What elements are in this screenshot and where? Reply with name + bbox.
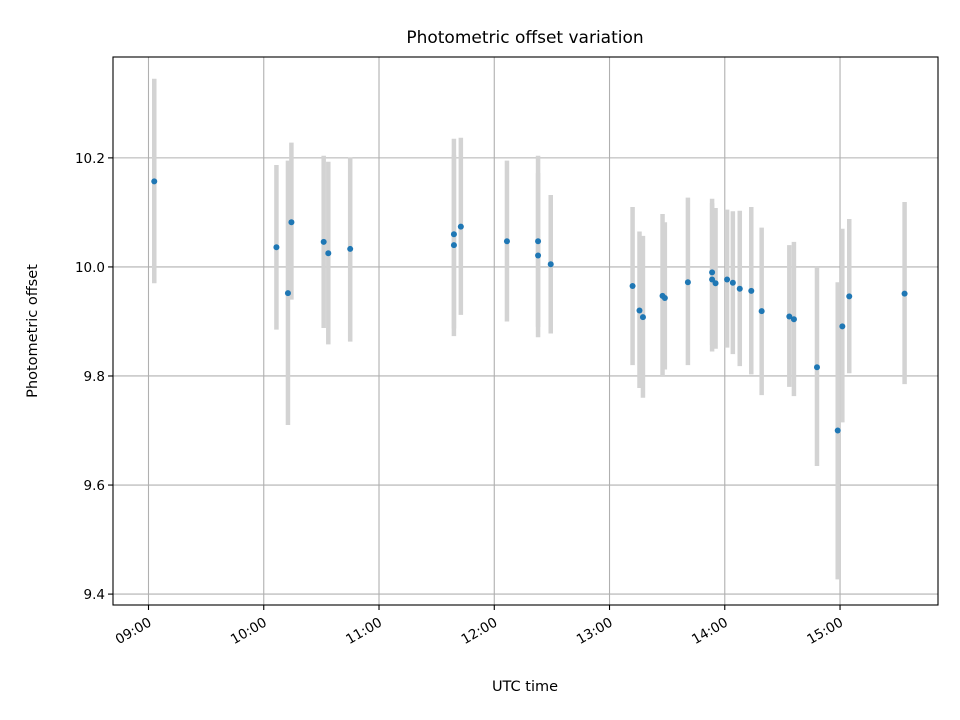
data-point <box>629 283 636 290</box>
data-point <box>736 285 743 292</box>
data-point <box>709 276 716 283</box>
data-point <box>846 293 853 300</box>
y-tick-label: 10.2 <box>75 151 105 167</box>
data-point <box>535 238 542 245</box>
data-point <box>273 244 280 251</box>
data-point <box>786 313 793 320</box>
data-point <box>450 231 457 238</box>
data-point <box>639 314 646 321</box>
data-point <box>325 250 332 257</box>
data-point <box>709 269 716 276</box>
data-point <box>901 290 908 297</box>
data-point <box>503 238 510 245</box>
data-point <box>288 219 295 226</box>
y-tick-label: 9.4 <box>84 587 105 603</box>
data-point <box>813 364 820 371</box>
data-point <box>684 279 691 286</box>
data-point <box>547 261 554 268</box>
data-point <box>661 295 668 302</box>
grid-lines <box>113 57 938 605</box>
data-point <box>712 280 719 287</box>
y-tick-label: 9.6 <box>84 478 105 494</box>
data-point <box>535 252 542 259</box>
data-point <box>758 308 765 315</box>
y-tick-label: 10.0 <box>75 260 105 276</box>
data-point <box>457 223 464 230</box>
data-point <box>347 245 354 252</box>
data-point <box>834 427 841 434</box>
data-point <box>724 276 731 283</box>
y-axis-label: Photometric offset <box>25 264 41 398</box>
data-point <box>151 178 158 185</box>
data-point <box>729 279 736 286</box>
data-point <box>450 242 457 249</box>
data-point <box>790 316 797 323</box>
data-point <box>320 238 327 245</box>
data-point <box>636 307 643 314</box>
data-point <box>748 287 755 294</box>
plot-frame <box>112 56 939 606</box>
chart-title: Photometric offset variation <box>406 28 643 48</box>
data-points <box>151 178 908 434</box>
data-point <box>839 323 846 330</box>
data-point <box>284 290 291 297</box>
x-axis-label: UTC time <box>492 679 558 695</box>
y-tick-label: 9.8 <box>84 369 105 385</box>
